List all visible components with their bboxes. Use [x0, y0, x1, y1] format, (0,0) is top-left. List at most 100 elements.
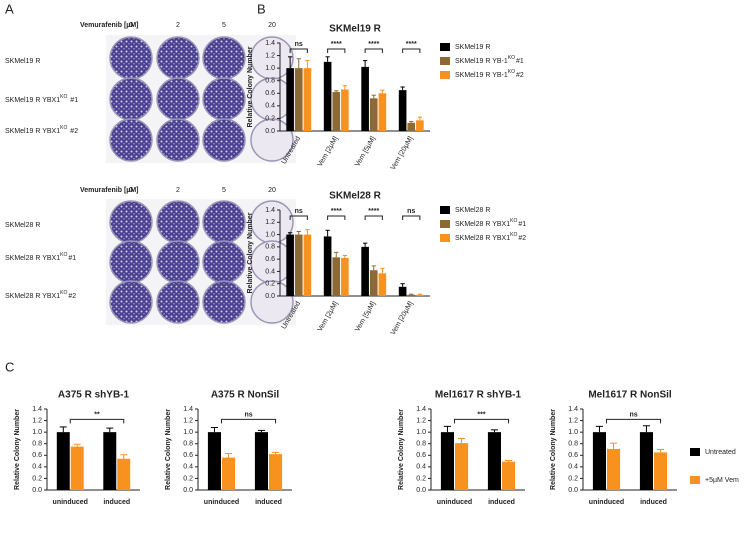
significance-label: ns [407, 208, 415, 215]
label-sup: KO [508, 69, 515, 75]
x-tick-label: Vem [20µM] [390, 300, 415, 336]
label-text: SKMel19 R YB-1 [455, 58, 508, 65]
y-tick-label: 0.4 [568, 464, 578, 471]
y-tick-label: 0.2 [568, 475, 578, 482]
y-tick-label: 1.4 [568, 406, 578, 413]
label: SKMel19 R [455, 44, 490, 51]
label-text: SKMel28 R YBX1 [5, 255, 60, 262]
y-tick-label: 0.4 [416, 464, 426, 471]
label: +5µM Vem [705, 477, 739, 484]
label: SKMel19 R YBX1KO #2 [5, 125, 78, 135]
y-tick-label: 1.4 [183, 406, 193, 413]
bar [361, 66, 369, 131]
significance-label: **** [368, 208, 379, 215]
bar [369, 270, 378, 296]
label: SKMel19 R YBX1KO #1 [5, 94, 78, 104]
chart-title: A375 R NonSil [211, 390, 280, 401]
bar [303, 68, 312, 131]
y-tick-label: 0.0 [568, 487, 578, 494]
plate-well [109, 280, 153, 324]
y-tick-label: 0.8 [568, 441, 578, 448]
y-tick-label: 1.0 [416, 429, 426, 436]
label: SKMel28 R YBX1KO#2 [455, 232, 526, 242]
y-tick-label: 0.4 [32, 464, 42, 471]
bar [70, 446, 84, 490]
significance-bracket [289, 48, 308, 53]
y-tick-label: 1.4 [32, 406, 42, 413]
panel-label: C [5, 359, 14, 374]
bar [407, 294, 416, 296]
label-sup: KO [60, 252, 67, 258]
y-tick-label: 0.6 [416, 452, 426, 459]
y-tick-label: 1.4 [265, 207, 275, 214]
y-tick-label: 0.8 [32, 441, 42, 448]
label-suffix: #1 [68, 255, 76, 262]
legend-swatch [690, 476, 700, 484]
bar [303, 234, 312, 296]
significance-bracket [402, 215, 421, 220]
y-tick-label: 0.0 [416, 487, 426, 494]
y-tick-label: 0.0 [32, 487, 42, 494]
y-tick-label: 0.4 [265, 268, 275, 275]
y-tick-label: 1.0 [265, 65, 275, 72]
bar [269, 454, 283, 490]
bar [639, 432, 653, 490]
label-text: SKMel19 R [5, 58, 40, 65]
plate-well [202, 200, 246, 244]
label-suffix: #2 [68, 293, 76, 300]
y-tick-label: 0.2 [32, 475, 42, 482]
plate-well [250, 118, 294, 162]
y-tick-label: 0.0 [183, 487, 193, 494]
plate-well [156, 240, 200, 284]
x-tick-label: induced [488, 499, 515, 506]
concentration: 2 [176, 22, 180, 29]
label: SKMel28 R [5, 222, 40, 229]
label: Untreated [705, 449, 736, 456]
y-axis-label: Relative Colony Number [14, 409, 21, 490]
bar [294, 68, 303, 131]
legend-swatch [440, 43, 450, 51]
bar [440, 432, 454, 490]
significance-label: *** [477, 411, 485, 418]
significance-label: ns [295, 208, 303, 215]
plate-well [202, 240, 246, 284]
bar [407, 122, 416, 131]
y-tick-label: 0.6 [265, 256, 275, 263]
label-text: SKMel19 R YBX1 [5, 128, 60, 135]
label-text: +5µM Vem [705, 477, 739, 484]
plate-well [156, 36, 200, 80]
bar [332, 257, 341, 296]
label-text: SKMel19 R YBX1 [5, 97, 60, 104]
x-tick-label: Vem [5µM] [354, 300, 377, 333]
significance-label: **** [406, 41, 417, 48]
significance-label: ns [244, 411, 252, 418]
y-tick-label: 0.4 [183, 464, 193, 471]
plate-well [156, 280, 200, 324]
y-tick-label: 1.2 [265, 219, 275, 226]
y-tick-label: 1.4 [265, 40, 275, 47]
plate-title: Vemurafenib [µM] [80, 187, 139, 194]
label: SKMel19 R YB-1KO#2 [455, 69, 524, 79]
concentration: 2 [176, 187, 180, 194]
y-tick-label: 0.8 [265, 78, 275, 85]
significance-bracket [69, 418, 125, 424]
plate-well [202, 36, 246, 80]
legend-swatch [440, 220, 450, 228]
bar [117, 458, 131, 490]
plate-well [202, 118, 246, 162]
y-tick-label: 0.0 [265, 293, 275, 300]
y-axis-label: Relative Colony Number [247, 46, 254, 127]
chart-title: SKMel28 R [329, 191, 381, 202]
label-suffix: #1 [518, 221, 526, 228]
significance-bracket [327, 215, 346, 220]
bar [502, 461, 516, 490]
y-tick-label: 0.8 [183, 441, 193, 448]
bar [323, 236, 332, 296]
label-text: SKMel28 R [455, 207, 490, 214]
x-tick-label: induced [103, 499, 130, 506]
bar [103, 432, 117, 490]
y-tick-label: 0.2 [265, 281, 275, 288]
y-tick-label: 1.2 [265, 52, 275, 59]
label-sup: KO [508, 55, 515, 61]
